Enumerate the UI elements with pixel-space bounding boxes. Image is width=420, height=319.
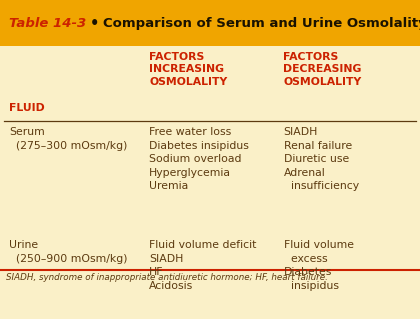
Text: FACTORS
DECREASING
OSMOLALITY: FACTORS DECREASING OSMOLALITY [284, 52, 362, 87]
Bar [0, 0, 420, 46]
Text: Fluid volume deficit
SIADH
HF
Acidosis: Fluid volume deficit SIADH HF Acidosis [149, 240, 257, 291]
Text: Table 14-3: Table 14-3 [9, 17, 87, 30]
Bar [0, 46, 420, 319]
Text: FACTORS
INCREASING
OSMOLALITY: FACTORS INCREASING OSMOLALITY [149, 52, 227, 87]
Text: SIADH, syndrome of inappropriate antidiuretic hormone; HF, heart failure.: SIADH, syndrome of inappropriate antidiu… [6, 273, 328, 282]
Text: Comparison of Serum and Urine Osmolality: Comparison of Serum and Urine Osmolality [103, 17, 420, 30]
Text: Free water loss
Diabetes insipidus
Sodium overload
Hyperglycemia
Uremia: Free water loss Diabetes insipidus Sodiu… [149, 127, 249, 191]
Text: Urine
  (250–900 mOsm/kg): Urine (250–900 mOsm/kg) [9, 240, 128, 264]
Text: •: • [90, 16, 100, 31]
Text: SIADH
Renal failure
Diuretic use
Adrenal
  insufficiency: SIADH Renal failure Diuretic use Adrenal… [284, 127, 359, 191]
Text: Fluid volume
  excess
Diabetes
  insipidus: Fluid volume excess Diabetes insipidus [284, 240, 354, 291]
Text: FLUID: FLUID [9, 103, 45, 113]
Text: Serum
  (275–300 mOsm/kg): Serum (275–300 mOsm/kg) [9, 127, 128, 151]
